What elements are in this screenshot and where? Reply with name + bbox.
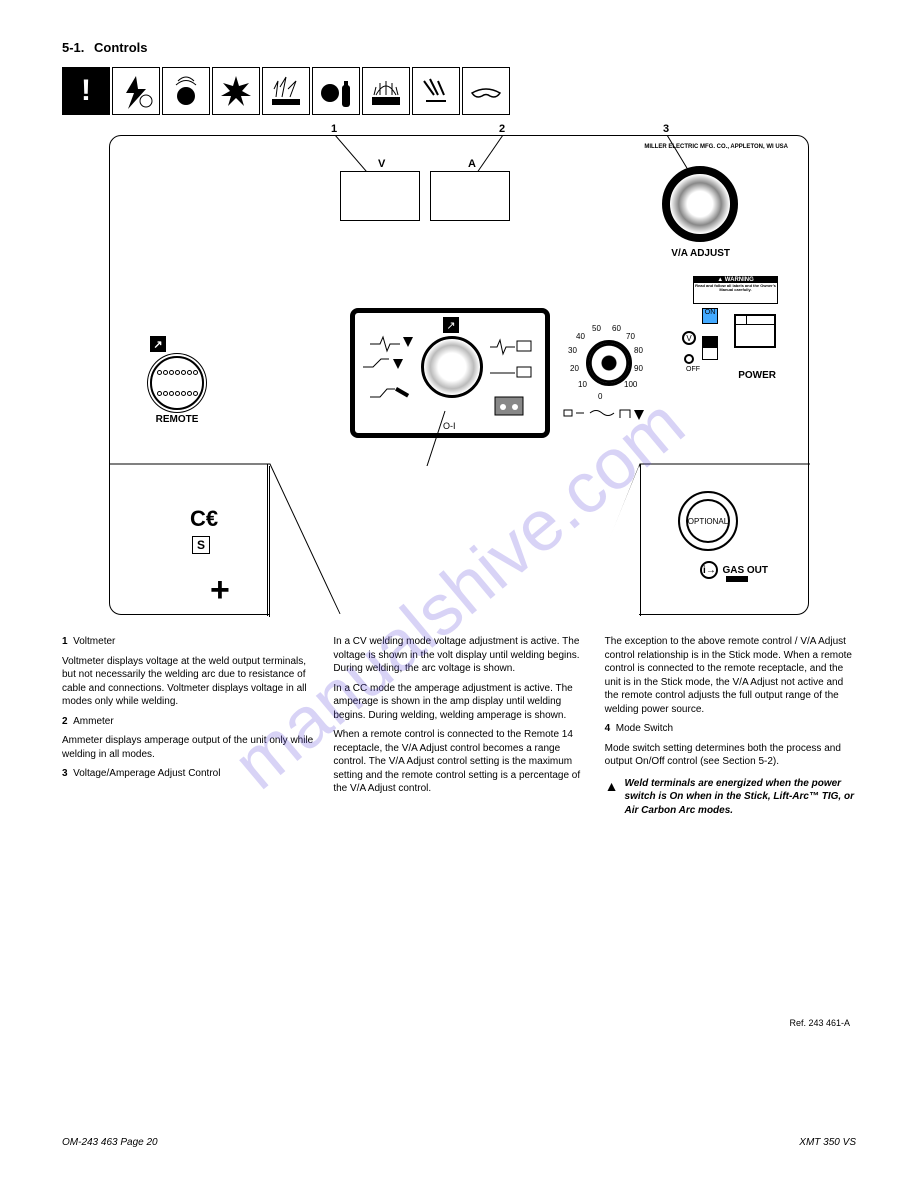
- desc-p2-body: Ammeter displays amperage output of the …: [62, 734, 313, 761]
- va-adjust-knob[interactable]: [662, 166, 738, 242]
- desc-p3a: In a CV welding mode voltage adjustment …: [333, 635, 584, 676]
- desc-p2: 2 Ammeter: [62, 715, 313, 729]
- arc-num-80: 80: [634, 346, 643, 355]
- a-label: A: [468, 158, 476, 170]
- desc-p1-body: Voltmeter displays voltage at the weld o…: [62, 655, 313, 709]
- arc-num-60: 60: [612, 324, 621, 333]
- remote-label: REMOTE: [150, 414, 204, 425]
- desc-p3b: In a CC mode the amperage adjustment is …: [333, 682, 584, 723]
- power-switch[interactable]: [702, 336, 718, 360]
- mode-icon-feeder: [489, 391, 533, 421]
- mode-arrow-icon: ↗: [443, 317, 459, 333]
- mode-off-on-label: O-I: [443, 421, 456, 431]
- power-label: POWER: [738, 370, 776, 381]
- hazard-icon-hot: [412, 67, 460, 115]
- callout-1: 1: [331, 123, 337, 135]
- desc-p3d: The exception to the above remote contro…: [605, 635, 856, 716]
- desc-p3c: When a remote control is connected to th…: [333, 728, 584, 796]
- hazard-icon-shock: [112, 67, 160, 115]
- mode-icon-tig: [485, 363, 535, 383]
- footer: OM-243 463 Page 20 XMT 350 VS: [62, 1137, 856, 1148]
- hazard-icon-cylinder: [312, 67, 360, 115]
- mode-switch-panel: ↗ O-I: [350, 308, 550, 438]
- callout-3: 3: [663, 123, 669, 135]
- v-label: V: [378, 158, 385, 170]
- arc-control-icons: [562, 406, 662, 424]
- desc-p4-body: Mode switch setting determines both the …: [605, 742, 856, 769]
- arc-num-100: 100: [624, 380, 637, 389]
- mode-icon-stick: [365, 385, 415, 409]
- desc-p4: 4 Mode Switch: [605, 722, 856, 736]
- arc-num-20: 20: [570, 364, 579, 373]
- manufacturer-label: MILLER ELECTRIC MFG. CO., APPLETON, WI U…: [644, 144, 788, 150]
- note-text: Weld terminals are energized when the po…: [625, 777, 856, 818]
- ammeter-display: [430, 171, 510, 221]
- mode-switch-knob[interactable]: [421, 336, 483, 398]
- panel-container: 1 2 3 4 MILLER ELECTRIC MFG. CO., APPLET…: [109, 135, 809, 615]
- va-adjust-label: V/A ADJUST: [671, 248, 730, 259]
- mode-icon-tig-pulse: [485, 337, 535, 357]
- volt-symbol-icon: V: [682, 331, 696, 345]
- page: 5-1. Controls ! 1 2 3 4 MILLER ELECTRIC …: [0, 0, 918, 1188]
- off-label: OFF: [686, 366, 700, 373]
- desc-p1: 1 Voltmeter: [62, 635, 313, 649]
- hazard-icon-explosion: [212, 67, 260, 115]
- arc-control-section: 0 10 20 30 40 50 60 70 80 90 100: [568, 326, 718, 446]
- warning-triangle-icon: !: [62, 67, 110, 115]
- callout-2: 2: [499, 123, 505, 135]
- mode-icon-mig-pulse: [365, 329, 415, 359]
- hazard-icon-sparks: [262, 67, 310, 115]
- note: ▲ Weld terminals are energized when the …: [605, 777, 856, 818]
- section-title: Controls: [94, 40, 147, 55]
- description-text: 1 Voltmeter Voltmeter displays voltage a…: [62, 635, 856, 817]
- hazard-icon-goggles: [462, 67, 510, 115]
- footer-left: OM-243 463 Page 20: [62, 1137, 158, 1148]
- front-panel: MILLER ELECTRIC MFG. CO., APPLETON, WI U…: [109, 135, 809, 615]
- warning-text: Read and follow all labels and the Owner…: [694, 283, 777, 294]
- arc-num-10: 10: [578, 380, 587, 389]
- on-indicator: ON: [702, 308, 718, 324]
- hazard-icon-row: !: [62, 67, 856, 115]
- hazard-icon-fumes: [162, 67, 210, 115]
- arc-num-90: 90: [634, 364, 643, 373]
- desc-p3: 3 Voltage/Amperage Adjust Control: [62, 767, 313, 781]
- mode-icon-mig: [361, 357, 411, 377]
- arc-num-30: 30: [568, 346, 577, 355]
- remote-arrow-icon: ↗: [150, 336, 166, 352]
- section-number: 5-1.: [62, 40, 84, 55]
- note-triangle-icon: ▲: [605, 777, 619, 818]
- arc-num-70: 70: [626, 332, 635, 341]
- hazard-icon-radiation: [362, 67, 410, 115]
- warning-box: ▲ WARNING Read and follow all labels and…: [693, 276, 778, 304]
- ref-tag: Ref. 243 461-A: [789, 1018, 850, 1028]
- arc-num-40: 40: [576, 332, 585, 341]
- off-indicator-icon: [684, 354, 694, 364]
- arc-num-50: 50: [592, 324, 601, 333]
- manual-icon: [734, 314, 776, 348]
- remote-connector[interactable]: [150, 356, 204, 410]
- arc-num-0: 0: [598, 392, 602, 401]
- footer-right: XMT 350 VS: [799, 1137, 856, 1148]
- voltmeter-display: [340, 171, 420, 221]
- section-header: 5-1. Controls: [62, 40, 856, 55]
- remote-section: ↗ REMOTE: [150, 336, 204, 425]
